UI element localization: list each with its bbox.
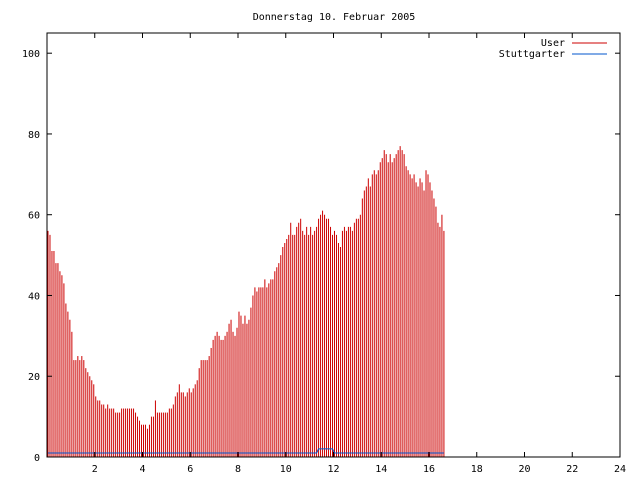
- x-tick-label: 22: [566, 464, 578, 475]
- stuttgarter-line: [47, 448, 444, 454]
- x-tick-label: 20: [518, 464, 530, 475]
- x-tick-label: 18: [471, 464, 483, 475]
- chart-title: Donnerstag 10. Februar 2005: [253, 12, 416, 23]
- x-tick-label: 2: [92, 464, 98, 475]
- x-tick-label: 24: [614, 464, 626, 475]
- x-tick-label: 14: [375, 464, 387, 475]
- legend: User Stuttgarter: [499, 38, 607, 60]
- legend-label-user: User: [541, 38, 565, 49]
- y-tick-label: 40: [28, 291, 40, 302]
- x-tick-label: 4: [139, 464, 145, 475]
- y-tick-label: 0: [34, 453, 40, 464]
- user-bars: [47, 146, 445, 457]
- y-tick-label: 60: [28, 211, 40, 222]
- stuttgarter-series-line: [47, 448, 444, 454]
- x-tick-label: 16: [423, 464, 435, 475]
- x-tick-label: 6: [187, 464, 193, 475]
- x-tick-label: 12: [327, 464, 339, 475]
- x-tick-label: 10: [280, 464, 292, 475]
- x-tick-label: 8: [235, 464, 241, 475]
- legend-label-stuttgarter: Stuttgarter: [499, 49, 565, 60]
- y-tick-label: 80: [28, 130, 40, 141]
- y-tick-label: 100: [22, 49, 40, 60]
- plot-frame: [46, 32, 621, 458]
- y-tick-label: 20: [28, 372, 40, 383]
